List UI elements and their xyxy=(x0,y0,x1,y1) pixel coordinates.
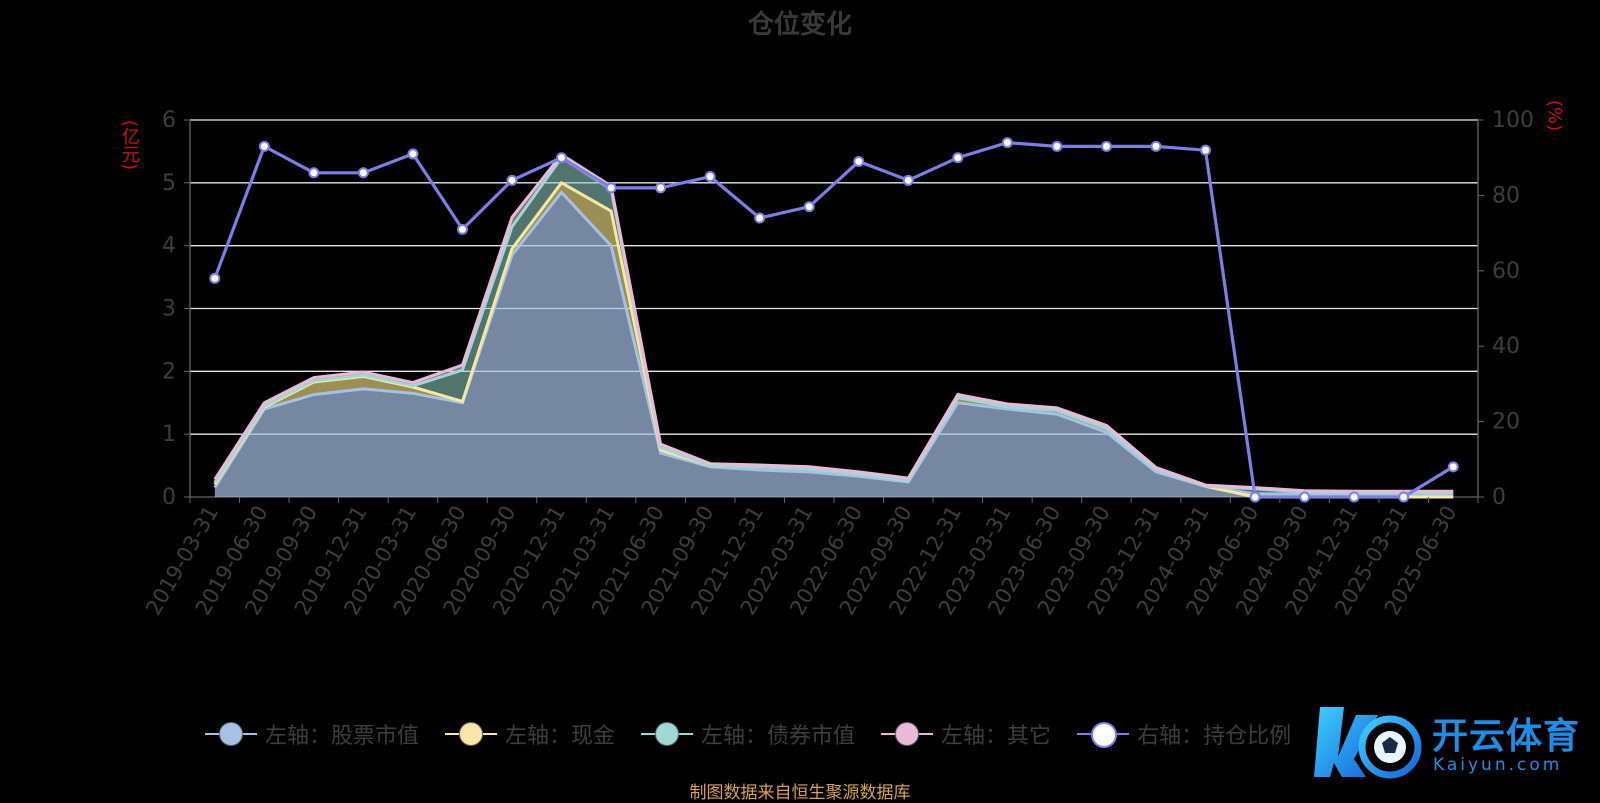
position-ratio-point xyxy=(1348,491,1360,503)
position-ratio-point xyxy=(605,182,617,194)
right-axis-tick-label: 20 xyxy=(1492,410,1520,435)
right-axis-tick-label: 80 xyxy=(1492,183,1520,208)
left-axis-tick-label: 2 xyxy=(162,359,176,384)
left-axis-tick-label: 1 xyxy=(162,422,176,447)
position-ratio-point xyxy=(1051,140,1063,152)
position-ratio-point xyxy=(308,167,320,179)
legend-marker-other xyxy=(881,720,934,748)
position-ratio-point xyxy=(1447,461,1459,473)
position-ratio-point xyxy=(456,223,468,235)
legend-label-cash: 左轴：现金 xyxy=(505,724,616,749)
legend-item-bond[interactable]: 左轴：债券市值 xyxy=(641,718,855,750)
left-axis-tick-label: 4 xyxy=(162,234,176,259)
position-ratio-point xyxy=(407,148,419,160)
left-axis-unit: (亿元) xyxy=(119,120,140,171)
position-ratio-point xyxy=(704,171,716,183)
position-ratio-point xyxy=(1200,144,1212,156)
position-ratio-line xyxy=(213,140,1455,499)
position-ratio-point xyxy=(1299,491,1311,503)
legend-marker-bond xyxy=(641,720,694,748)
legend-label-other: 左轴：其它 xyxy=(941,724,1052,749)
position-ratio-point xyxy=(258,140,270,152)
kaiyun-logo-icon xyxy=(1314,707,1422,779)
left-axis-tick-label: 3 xyxy=(162,297,176,322)
legend-marker-stock xyxy=(205,720,257,748)
legend-item-position-ratio[interactable]: 右轴：持仓比例 xyxy=(1077,718,1291,750)
right-axis-tick-label: 40 xyxy=(1492,334,1520,359)
position-ratio-point xyxy=(506,174,518,186)
legend-item-cash[interactable]: 左轴：现金 xyxy=(445,718,615,750)
area-line-左轴：其它 xyxy=(213,152,1454,493)
position-ratio-point xyxy=(357,167,369,179)
right-axis-tick-label: 100 xyxy=(1492,108,1534,133)
watermark-name: 开云体育 xyxy=(1432,716,1581,757)
position-ratio-point xyxy=(952,152,964,164)
position-ratio-point xyxy=(1249,491,1261,503)
legend-marker-cash xyxy=(445,720,498,748)
area-左轴：股票市值 xyxy=(214,192,1454,498)
position-ratio-point xyxy=(754,212,766,224)
position-ratio-point xyxy=(902,174,914,186)
position-ratio-point xyxy=(803,201,815,213)
position-ratio-point xyxy=(1100,140,1112,152)
legend-marker-position-ratio xyxy=(1077,720,1130,748)
position-ratio-point xyxy=(1398,491,1410,503)
legend-label-bond: 左轴：债券市值 xyxy=(701,724,856,749)
chart-title: 仓位变化 xyxy=(747,10,852,40)
left-axis-tick-label: 5 xyxy=(162,171,176,196)
position-ratio-point xyxy=(1001,137,1013,149)
legend-item-other[interactable]: 左轴：其它 xyxy=(881,718,1051,750)
right-axis-tick-label: 60 xyxy=(1492,259,1520,284)
position-ratio-point xyxy=(655,182,667,194)
area-line-左轴：股票市值 xyxy=(213,189,1454,496)
legend-label-stock: 左轴：股票市值 xyxy=(265,724,420,749)
position-ratio-point xyxy=(1150,140,1162,152)
legend-item-stock[interactable]: 左轴：股票市值 xyxy=(205,718,419,750)
right-axis-tick-label: 0 xyxy=(1492,485,1506,510)
source-note: 制图数据来自恒生聚源数据库 xyxy=(689,783,911,803)
right-axis-unit: (%) xyxy=(1544,100,1565,132)
legend-label-position-ratio: 右轴：持仓比例 xyxy=(1137,724,1292,749)
left-axis-tick-label: 0 xyxy=(162,485,176,510)
position-ratio-point xyxy=(209,272,221,284)
left-axis-tick-label: 6 xyxy=(162,108,176,133)
watermark-url: Kaiyun.com xyxy=(1433,755,1563,775)
chart-legend: 左轴：股票市值 左轴：现金 左轴：债券市值 左轴：其它 右轴：持仓比例 xyxy=(205,714,1291,754)
position-ratio-point xyxy=(556,152,568,164)
position-ratio-point xyxy=(853,155,865,167)
